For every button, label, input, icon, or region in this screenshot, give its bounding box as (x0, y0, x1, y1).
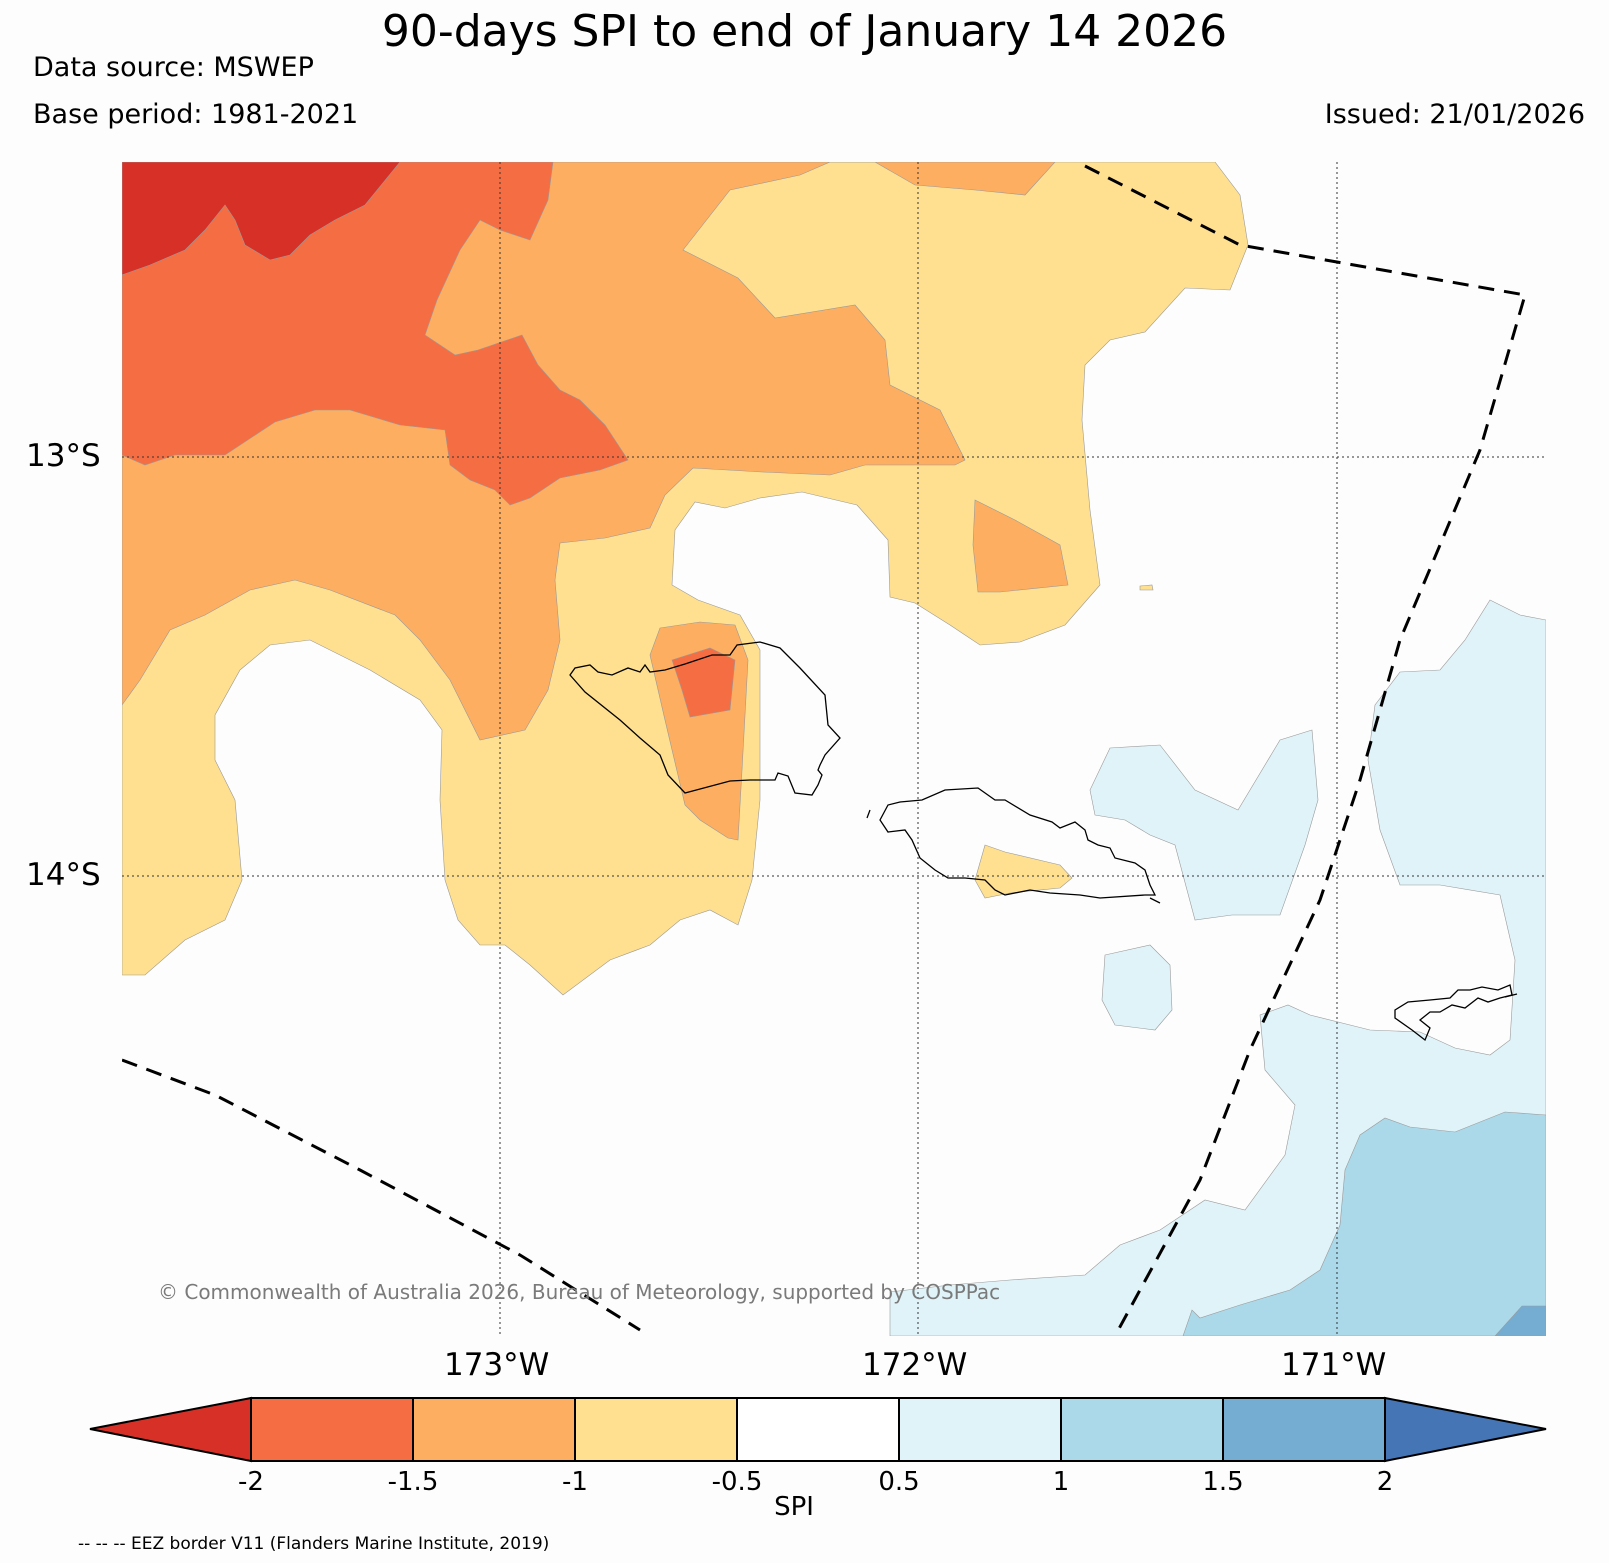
colorbar-tick: -0.5 (711, 1467, 763, 1497)
colorbar-bin-2 (412, 1397, 576, 1462)
data-source-label: Data source: MSWEP (33, 52, 314, 83)
colorbar-tick: 0.5 (878, 1467, 920, 1497)
coastline-speck-a (866, 809, 871, 819)
coastlines (569, 641, 1518, 1042)
colorbar-label: SPI (774, 1492, 814, 1522)
colorbar-tick: -2 (238, 1467, 264, 1497)
eez-borders (122, 164, 1527, 1336)
graticule (122, 162, 1546, 1336)
base-period-label: Base period: 1981-2021 (33, 99, 359, 130)
copyright-notice: © Commonwealth of Australia 2026, Bureau… (158, 1280, 1001, 1304)
eez-border-south-west (122, 1058, 641, 1332)
colorbar-tick: -1.5 (387, 1467, 439, 1497)
colorbar-bin-5 (898, 1397, 1062, 1462)
coastline-speck-c (1504, 993, 1518, 998)
contour-slightly-dry-tutuila (974, 844, 1073, 899)
colorbar-tick: 1.5 (1202, 1467, 1244, 1497)
contour-dry-upolu (671, 647, 736, 718)
colorbar (89, 1396, 1547, 1463)
coastline-tutuila (1394, 984, 1513, 1042)
colorbar-extend-min (89, 1396, 252, 1463)
colorbar-tick: 1 (1052, 1467, 1070, 1497)
coastline-upolu (879, 787, 1157, 899)
colorbar-bin-7 (1222, 1397, 1386, 1462)
eez-border-north-east (1084, 164, 1527, 1336)
spi-contours (122, 162, 1546, 1336)
colorbar-bin-6 (1060, 1397, 1224, 1462)
contour-dry-main (122, 162, 629, 506)
colorbar-bin-3 (574, 1397, 738, 1462)
contour-slightly-wet-b (1101, 944, 1173, 1031)
colorbar-bin-1 (250, 1397, 414, 1462)
lat-label-14s: 14°S (26, 857, 101, 893)
eez-legend-note: -- -- -- EEZ border V11 (Flanders Marine… (78, 1534, 550, 1554)
contour-slightly-dry-speck (1139, 584, 1154, 591)
map-title: 90-days SPI to end of January 14 2026 (381, 6, 1228, 57)
coastline-speck-b (1149, 897, 1161, 904)
contour-moderately-dry-patch (972, 499, 1069, 593)
contour-wet (1494, 1305, 1546, 1336)
contour-slightly-wet-a (1089, 729, 1319, 921)
colorbar-tick: -1 (562, 1467, 588, 1497)
contour-very-dry-main (122, 162, 401, 276)
colorbar-bin-4 (736, 1397, 900, 1462)
issued-date-label: Issued: 21/01/2026 (1324, 99, 1585, 130)
lon-label-171w: 171°W (1281, 1347, 1387, 1383)
lon-label-173w: 173°W (444, 1347, 550, 1383)
lat-label-13s: 13°S (26, 438, 101, 474)
lon-label-172w: 172°W (862, 1347, 968, 1383)
coastline-savaii (569, 641, 841, 796)
contour-moderately-wet (1182, 1111, 1546, 1336)
colorbar-extend-max (1384, 1396, 1547, 1463)
colorbar-tick: 2 (1376, 1467, 1394, 1497)
